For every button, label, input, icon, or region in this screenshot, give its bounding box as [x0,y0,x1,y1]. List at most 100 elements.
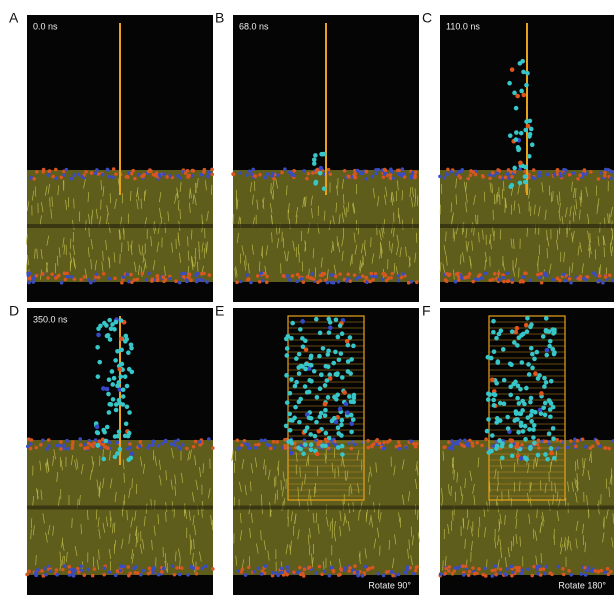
peptide-atom [507,81,512,86]
headgroup [401,167,405,171]
headgroup [157,444,161,448]
headgroup [375,275,379,279]
headgroup [404,446,408,450]
headgroup [520,572,524,576]
headgroup [32,280,36,284]
peptide-atom [516,148,521,153]
headgroup [150,279,154,283]
peptide-atom [288,391,293,396]
headgroup [147,170,151,174]
headgroup [464,564,468,568]
peptide-atom [300,336,305,341]
peptide-atom [348,335,353,340]
peptide-atom [314,420,319,425]
headgroup [114,172,118,176]
peptide-atom [101,428,106,433]
peptide-atom [552,456,557,461]
headgroup [86,568,90,572]
peptide-atom [292,416,297,421]
headgroup [386,440,390,444]
headgroup [71,440,75,444]
headgroup [330,281,334,285]
headgroup [374,172,378,176]
headgroup [78,437,82,441]
peptide-atom [344,402,349,407]
headgroup [494,564,498,568]
peptide-atom [532,441,537,446]
peptide-atom [549,401,554,406]
headgroup [403,571,407,575]
headgroup [95,168,99,172]
headgroup [366,568,370,572]
headgroup [71,574,75,578]
headgroup [368,280,372,284]
headgroup [54,168,58,172]
panel-letter: E [215,303,224,319]
headgroup [466,177,470,181]
peptide-atom [499,328,504,333]
headgroup [92,441,96,445]
peptide-atom [105,425,110,430]
headgroup [280,171,284,175]
peptide-atom [490,433,495,438]
peptide-atom [336,445,341,450]
peptide-atom [293,384,298,389]
headgroup [397,573,401,577]
headgroup [303,438,307,442]
headgroup [257,566,261,570]
headgroup [563,172,567,176]
headgroup [444,278,448,282]
headgroup [43,567,47,571]
headgroup [210,173,214,177]
headgroup [283,167,287,171]
peptide-atom [95,345,100,350]
headgroup [445,172,449,176]
peptide-atom [318,386,323,391]
peptide-atom [527,154,532,159]
peptide-atom [520,360,525,365]
headgroup [272,440,276,444]
peptide-atom [114,408,119,413]
headgroup [315,571,319,575]
headgroup [168,277,172,281]
headgroup [91,445,95,449]
headgroup [477,278,481,282]
peptide-atom [288,428,293,433]
peptide-atom [320,443,325,448]
headgroup [397,274,401,278]
headgroup [283,444,287,448]
headgroup [353,443,357,447]
headgroup [39,443,43,447]
headgroup [587,566,591,570]
headgroup [457,170,461,174]
headgroup [538,174,542,178]
headgroup [288,447,292,451]
peptide-atom [312,369,317,374]
headgroup [113,276,117,280]
headgroup [377,572,381,576]
headgroup [195,567,199,571]
peptide-atom [547,329,552,334]
headgroup [532,168,536,172]
headgroup [356,574,360,578]
headgroup [562,573,566,577]
headgroup [260,572,264,576]
headgroup [471,442,475,446]
headgroup [83,443,87,447]
peptide-atom [527,134,532,139]
peptide-atom [551,426,556,431]
peptide-atom [323,402,328,407]
peptide-atom [314,180,319,185]
peptide-atom [351,344,356,349]
headgroup [73,568,77,572]
headgroup [510,278,514,282]
peptide-atom [320,152,325,157]
headgroup [481,175,485,179]
headgroup [494,572,498,576]
peptide-atom [303,429,308,434]
headgroup [391,170,395,174]
headgroup [542,567,546,571]
time-label: 110.0 ns [446,21,480,31]
peptide-atom [552,352,557,357]
headgroup [511,571,515,575]
